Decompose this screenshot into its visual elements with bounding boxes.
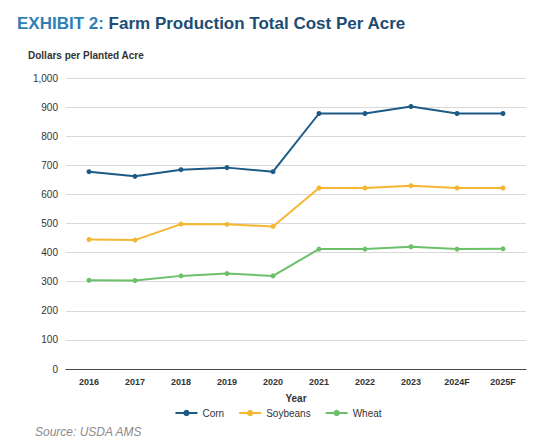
svg-text:900: 900 [41, 102, 58, 113]
svg-text:Dollars per Planted Acre: Dollars per Planted Acre [28, 50, 144, 61]
svg-text:2016: 2016 [79, 377, 99, 387]
svg-text:300: 300 [41, 276, 58, 287]
svg-text:EXHIBIT 2:: EXHIBIT 2: [17, 14, 104, 33]
svg-text:2025F: 2025F [490, 377, 516, 387]
svg-text:2022: 2022 [355, 377, 375, 387]
svg-text:100: 100 [41, 334, 58, 345]
svg-text:2023: 2023 [401, 377, 421, 387]
svg-text:200: 200 [41, 305, 58, 316]
svg-text:700: 700 [41, 160, 58, 171]
svg-text:400: 400 [41, 247, 58, 258]
svg-text:2019: 2019 [217, 377, 237, 387]
svg-text:Year: Year [285, 393, 306, 404]
svg-text:Soybeans: Soybeans [266, 408, 310, 419]
svg-text:Corn: Corn [202, 408, 224, 419]
svg-text:600: 600 [41, 189, 58, 200]
svg-text:2024F: 2024F [444, 377, 470, 387]
svg-text:Farm Production Total Cost Per: Farm Production Total Cost Per Acre [104, 14, 405, 33]
svg-text:0: 0 [52, 364, 58, 375]
svg-text:2020: 2020 [263, 377, 283, 387]
svg-text:2018: 2018 [171, 377, 191, 387]
svg-text:2021: 2021 [309, 377, 329, 387]
svg-text:Wheat: Wheat [353, 408, 382, 419]
svg-text:1,000: 1,000 [33, 73, 58, 84]
svg-text:500: 500 [41, 218, 58, 229]
svg-text:800: 800 [41, 131, 58, 142]
svg-text:Source: USDA AMS: Source: USDA AMS [35, 425, 141, 439]
svg-text:2017: 2017 [125, 377, 145, 387]
